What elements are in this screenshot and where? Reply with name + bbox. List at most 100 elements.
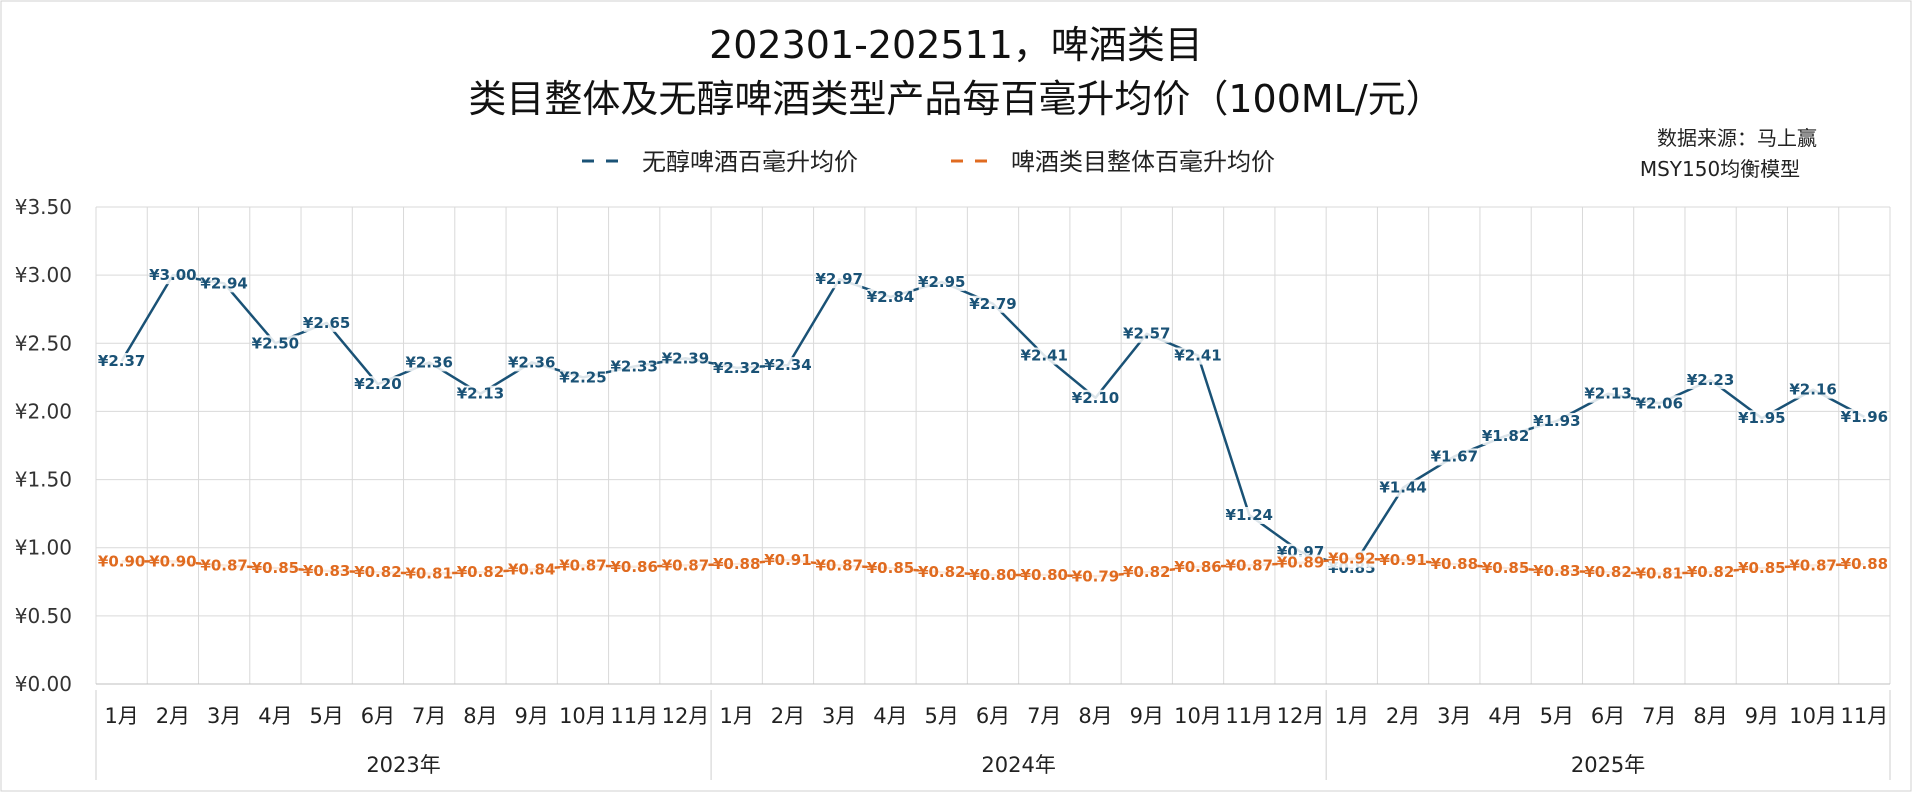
data-label-nonalcoholic-halo — [201, 275, 248, 293]
data-label-nonalcoholic: ¥2.84 — [867, 288, 914, 306]
data-label-overall-group: ¥0.87 — [1789, 556, 1837, 575]
data-label-nonalcoholic-group: ¥2.65 — [303, 314, 350, 332]
x-tick-label: 3月 — [822, 704, 856, 728]
data-label-overall-halo — [1687, 564, 1734, 582]
y-tick-label: ¥2.00 — [15, 399, 72, 423]
data-label-nonalcoholic-group: ¥2.41 — [1174, 347, 1222, 365]
data-label-overall-group: ¥0.87 — [200, 556, 248, 575]
data-label-overall-halo — [406, 565, 453, 583]
x-tick-label: 6月 — [1591, 704, 1625, 728]
data-label-nonalcoholic-group: ¥2.20 — [354, 375, 402, 394]
data-label-overall-halo — [764, 551, 811, 569]
data-label-overall-group: ¥0.88 — [1431, 555, 1478, 574]
y-tick-label: ¥0.00 — [15, 672, 72, 696]
data-label-overall: ¥0.91 — [764, 551, 811, 569]
legend-label-overall: 啤酒类目整体百毫升均价 — [1011, 148, 1275, 176]
data-label-nonalcoholic: ¥2.94 — [200, 274, 247, 292]
data-label-nonalcoholic-halo — [1072, 389, 1119, 407]
data-label-nonalcoholic-group: ¥2.95 — [918, 273, 965, 291]
x-tick-label: 3月 — [207, 704, 241, 728]
data-label-nonalcoholic-group: ¥2.06 — [1636, 394, 1683, 413]
data-label-nonalcoholic-group: ¥2.33 — [610, 357, 658, 376]
data-label-overall-halo — [1123, 564, 1170, 582]
data-label-nonalcoholic: ¥1.67 — [1431, 447, 1478, 465]
data-label-nonalcoholic: ¥2.16 — [1789, 381, 1836, 399]
data-label-nonalcoholic-group: ¥1.93 — [1533, 412, 1581, 430]
y-tick-label: ¥3.50 — [15, 195, 72, 219]
data-label-nonalcoholic-halo — [816, 271, 863, 289]
data-label-nonalcoholic-group: ¥2.37 — [98, 352, 145, 371]
x-tick-label: 2月 — [771, 704, 805, 728]
data-label-overall: ¥0.87 — [1226, 556, 1273, 574]
data-label-nonalcoholic-halo — [252, 335, 299, 353]
data-label-nonalcoholic-halo — [1687, 372, 1734, 390]
data-label-overall: ¥0.82 — [1687, 563, 1734, 581]
data-label-overall: ¥0.86 — [610, 558, 657, 576]
data-label-nonalcoholic-halo — [1482, 427, 1529, 445]
data-label-nonalcoholic: ¥1.93 — [1533, 412, 1580, 430]
data-label-nonalcoholic: ¥2.20 — [354, 375, 401, 393]
data-label-nonalcoholic-group: ¥2.34 — [764, 356, 812, 375]
x-tick-label: 12月 — [662, 704, 710, 728]
data-label-overall-group: ¥0.82 — [1584, 563, 1632, 582]
data-label-nonalcoholic: ¥2.32 — [713, 359, 760, 377]
data-label-overall-halo — [867, 560, 914, 578]
data-label-nonalcoholic-group: ¥2.84 — [867, 288, 914, 306]
data-label-nonalcoholic: ¥2.37 — [98, 352, 145, 370]
data-label-overall: ¥0.82 — [354, 563, 401, 581]
data-label-overall: ¥0.87 — [1789, 556, 1836, 574]
data-label-nonalcoholic-halo — [764, 357, 811, 375]
data-label-overall-group: ¥0.82 — [1123, 563, 1170, 582]
data-label-nonalcoholic-halo — [918, 273, 965, 291]
data-label-overall-halo — [1636, 565, 1683, 583]
data-label-overall-group: ¥0.81 — [405, 565, 453, 583]
data-label-nonalcoholic-halo — [1380, 479, 1427, 497]
x-tick-label: 1月 — [720, 704, 754, 728]
data-label-overall-halo — [713, 556, 760, 574]
data-label-nonalcoholic-group: ¥2.50 — [252, 334, 299, 353]
data-label-overall-halo — [1072, 568, 1119, 586]
data-label-overall: ¥0.85 — [252, 559, 299, 577]
data-label-nonalcoholic-group: ¥2.36 — [405, 353, 453, 372]
data-label-overall-group: ¥0.87 — [662, 556, 709, 575]
data-label-overall-halo — [1738, 560, 1785, 578]
data-label-overall-group: ¥0.89 — [1277, 554, 1324, 572]
data-label-overall-group: ¥0.91 — [1379, 551, 1427, 569]
x-tick-label: 8月 — [463, 704, 497, 728]
x-tick-label: 4月 — [873, 704, 907, 728]
data-label-overall-halo — [457, 564, 504, 582]
data-label-overall: ¥0.79 — [1072, 567, 1119, 585]
year-group-label: 2023年 — [366, 753, 440, 777]
data-label-overall-group: ¥0.87 — [1226, 556, 1273, 575]
data-label-overall-group: ¥0.90 — [98, 552, 145, 571]
data-label-nonalcoholic-group: ¥2.57 — [1123, 325, 1170, 343]
data-label-overall-halo — [1585, 564, 1632, 582]
data-label-nonalcoholic-halo — [354, 376, 401, 394]
data-label-overall-group: ¥0.81 — [1636, 565, 1683, 583]
data-label-overall-group: ¥0.88 — [1841, 555, 1888, 574]
data-label-nonalcoholic: ¥2.79 — [969, 295, 1016, 313]
data-label-overall: ¥0.85 — [1738, 559, 1785, 577]
x-tick-label: 8月 — [1693, 704, 1727, 728]
data-label-nonalcoholic-halo — [149, 267, 196, 285]
data-label-overall: ¥0.81 — [405, 565, 452, 583]
data-label-nonalcoholic: ¥2.65 — [303, 314, 350, 332]
data-label-nonalcoholic-group: ¥3.00 — [149, 266, 197, 285]
data-label-overall-group: ¥0.85 — [252, 559, 299, 578]
data-label-nonalcoholic-halo — [1636, 395, 1683, 413]
data-label-nonalcoholic: ¥1.24 — [1226, 506, 1273, 524]
data-source-line1: 数据来源：马上赢 — [1657, 126, 1817, 150]
data-label-nonalcoholic-group: ¥1.95 — [1738, 409, 1786, 428]
data-label-overall-halo — [508, 561, 555, 579]
data-label-overall: ¥0.84 — [508, 561, 555, 579]
data-label-overall-halo — [1431, 556, 1478, 574]
data-label-overall: ¥0.83 — [303, 562, 350, 580]
data-label-nonalcoholic-group: ¥2.13 — [1584, 385, 1632, 403]
data-label-nonalcoholic-group: ¥2.36 — [508, 353, 555, 372]
data-label-nonalcoholic: ¥2.36 — [508, 353, 555, 371]
data-label-overall-group: ¥0.84 — [508, 561, 555, 579]
data-label-nonalcoholic-halo — [970, 295, 1016, 313]
data-label-overall-group: ¥0.92 — [1328, 550, 1376, 568]
data-source-line2: MSY150均衡模型 — [1640, 157, 1800, 181]
